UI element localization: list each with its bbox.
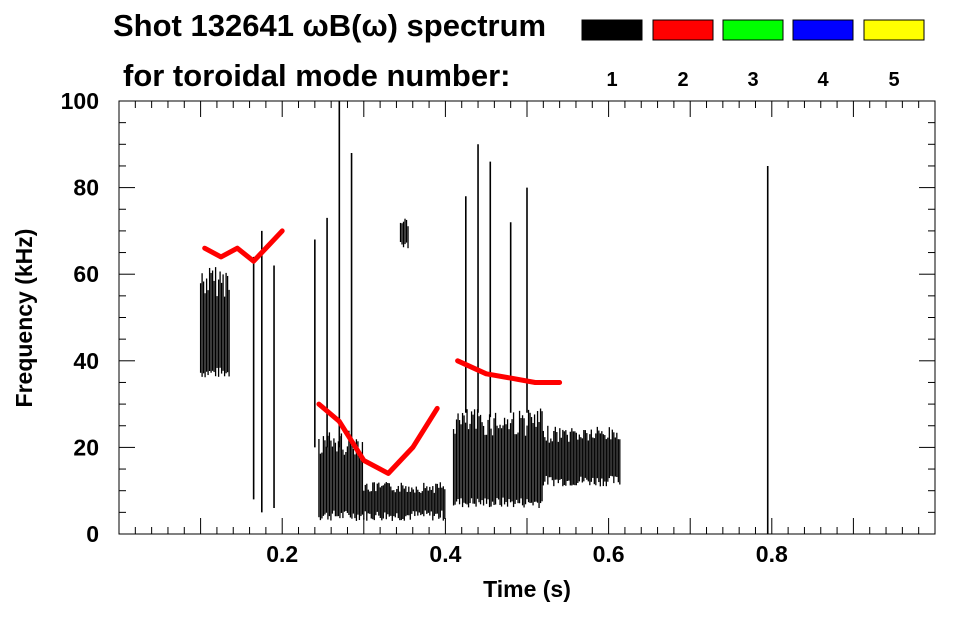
mode-1-region-4 <box>542 425 621 487</box>
x-tick-label: 0.8 <box>756 541 788 567</box>
legend-label-3: 3 <box>747 69 758 91</box>
legend-label-1: 1 <box>606 69 617 91</box>
y-tick-label: 100 <box>61 88 99 114</box>
axes: 0.2 0.4 0.6 0.8 0 20 40 60 80 100 <box>61 88 936 567</box>
y-tick-label: 40 <box>73 348 99 374</box>
mode-2-trace-1 <box>455 358 563 385</box>
x-axis-label: Time (s) <box>483 576 571 602</box>
mode-1-region-2 <box>363 482 446 521</box>
legend-swatch-4 <box>792 19 854 41</box>
legend-swatch-3 <box>722 19 784 41</box>
mode-1-region-0 <box>199 267 230 378</box>
legend-swatch-5 <box>863 19 925 41</box>
chart-title-line1: Shot 132641 ωB(ω) spectrum <box>113 8 546 43</box>
x-tick-label: 0.2 <box>266 541 298 567</box>
chart-title-line2: for toroidal mode number: <box>123 58 511 93</box>
y-axis-label: Frequency (kHz) <box>11 229 37 408</box>
x-tick-label: 0.4 <box>429 541 461 567</box>
legend-label-4: 4 <box>817 69 829 91</box>
y-tick-label: 20 <box>73 434 99 460</box>
y-tick-label: 80 <box>73 175 99 201</box>
mode-2-trace-0 <box>316 401 440 476</box>
legend-swatch-1 <box>581 19 643 41</box>
mode-1-region-5 <box>399 218 409 249</box>
data-layer <box>199 101 769 534</box>
mode-2-trace-2 <box>202 228 285 264</box>
legend: 1 2 3 4 5 <box>581 19 925 91</box>
legend-swatch-2 <box>652 19 714 41</box>
mode-1-region-3 <box>452 408 543 509</box>
y-tick-label: 0 <box>86 521 99 547</box>
x-tick-label: 0.6 <box>593 541 625 567</box>
y-tick-label: 60 <box>73 261 99 287</box>
legend-label-5: 5 <box>888 69 899 91</box>
legend-label-2: 2 <box>677 69 688 91</box>
